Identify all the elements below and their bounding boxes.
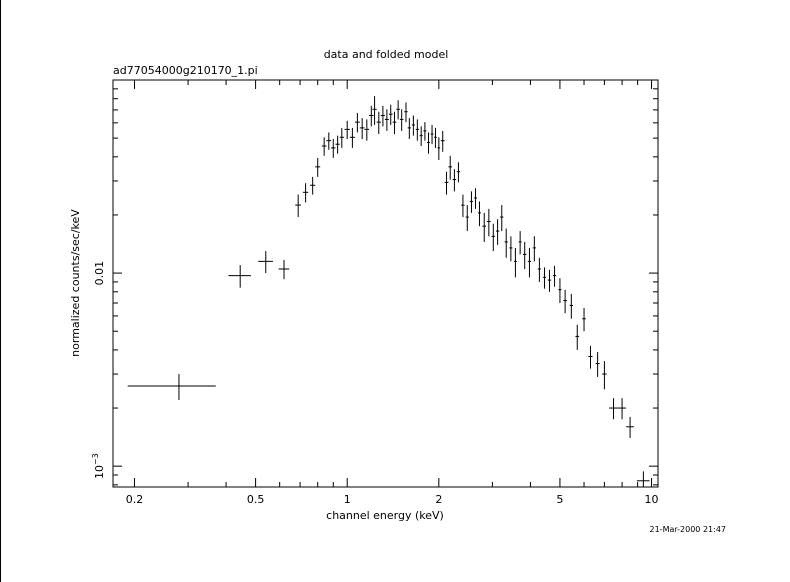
data-point (331, 138, 336, 158)
data-point (500, 205, 504, 232)
y-tick-label-group: 10−3 (91, 453, 106, 479)
data-point (491, 223, 496, 252)
data-point (552, 265, 557, 287)
data-point (575, 324, 580, 350)
y-tick-label-base: 0.01 (93, 261, 106, 286)
y-axis-label: normalized counts/sec/keV (69, 209, 82, 357)
x-tick-label: 0.2 (126, 493, 144, 506)
data-point (522, 241, 527, 269)
data-point (437, 137, 441, 161)
data-point (396, 100, 400, 120)
x-tick-label: 1 (344, 493, 351, 506)
data-point (513, 247, 517, 278)
data-point (315, 157, 321, 177)
data-point (127, 374, 216, 401)
data-point (310, 176, 316, 195)
data-point (569, 293, 574, 319)
data-point (626, 416, 634, 438)
data-point (444, 171, 449, 195)
data-point (547, 269, 552, 292)
data-point (258, 251, 273, 274)
data-point (456, 162, 461, 183)
data-point (452, 169, 457, 192)
data-point (532, 236, 536, 262)
data-point (349, 127, 355, 148)
data-point (602, 361, 607, 390)
y-tick-label-exponent: −3 (91, 453, 100, 465)
data-point (388, 104, 393, 125)
x-axis-ticks: 0.2 0.5 1 2 5 10 (126, 80, 659, 506)
data-point (380, 105, 385, 127)
data-point (376, 111, 381, 135)
data-point (527, 247, 532, 278)
data-point (558, 278, 562, 303)
data-point (423, 122, 427, 141)
data-point (295, 194, 302, 218)
plot-area-frame (112, 79, 659, 488)
y-tick-label-group: 0.01 (93, 261, 106, 286)
data-point (372, 96, 377, 125)
data-point (478, 201, 481, 227)
x-axis-label: channel energy (keV) (326, 509, 444, 522)
data-point (474, 188, 478, 209)
y-tick-label-base: 10 (93, 465, 106, 479)
data-point (495, 219, 500, 245)
x-tick-label: 5 (556, 493, 563, 506)
data-point (404, 102, 408, 123)
data-point (399, 109, 404, 131)
x-tick-label: 0.5 (247, 493, 265, 506)
data-point (537, 257, 541, 282)
data-point (636, 471, 650, 487)
data-point (339, 127, 344, 148)
data-point (609, 398, 618, 420)
data-point (504, 228, 508, 258)
data-point (543, 267, 547, 289)
data-point (335, 135, 340, 154)
data-point (469, 191, 473, 213)
data-point (448, 155, 453, 180)
data-points (127, 96, 650, 487)
y-tick-label: 0.01 (93, 261, 106, 286)
data-point (440, 130, 445, 152)
data-point (461, 194, 465, 218)
data-point (411, 115, 415, 136)
data-point (415, 119, 419, 141)
data-point (392, 111, 397, 135)
data-point (595, 352, 600, 377)
data-point (430, 124, 434, 145)
data-point (582, 307, 586, 332)
data-point (419, 126, 423, 147)
data-point (384, 109, 389, 131)
data-point (364, 119, 370, 141)
data-point (321, 137, 327, 156)
data-point (369, 105, 374, 127)
y-tick-label: 10−3 (91, 453, 106, 479)
chart-subtitle: ad77054000g210170_1.pi (113, 64, 258, 77)
data-point (563, 289, 567, 314)
timestamp-label: 21-Mar-2000 21:47 (650, 525, 727, 534)
x-tick-label: 10 (645, 493, 659, 506)
data-point (518, 231, 522, 255)
data-point (487, 208, 491, 237)
data-point (588, 345, 593, 369)
data-point (344, 120, 350, 139)
data-point (427, 132, 430, 154)
chart-title: data and folded model (324, 48, 449, 61)
data-point (509, 236, 513, 262)
data-point (407, 118, 411, 139)
data-point (228, 265, 252, 288)
data-point (465, 205, 469, 232)
data-point (359, 118, 365, 139)
x-tick-label: 2 (435, 493, 442, 506)
data-point (617, 398, 627, 420)
y-axis-ticks: 0.01 10−3 (91, 79, 658, 486)
data-point (302, 183, 309, 203)
data-point (354, 112, 360, 133)
data-point (482, 212, 487, 242)
data-point (278, 259, 290, 280)
data-point (326, 132, 332, 150)
data-point (434, 127, 437, 148)
